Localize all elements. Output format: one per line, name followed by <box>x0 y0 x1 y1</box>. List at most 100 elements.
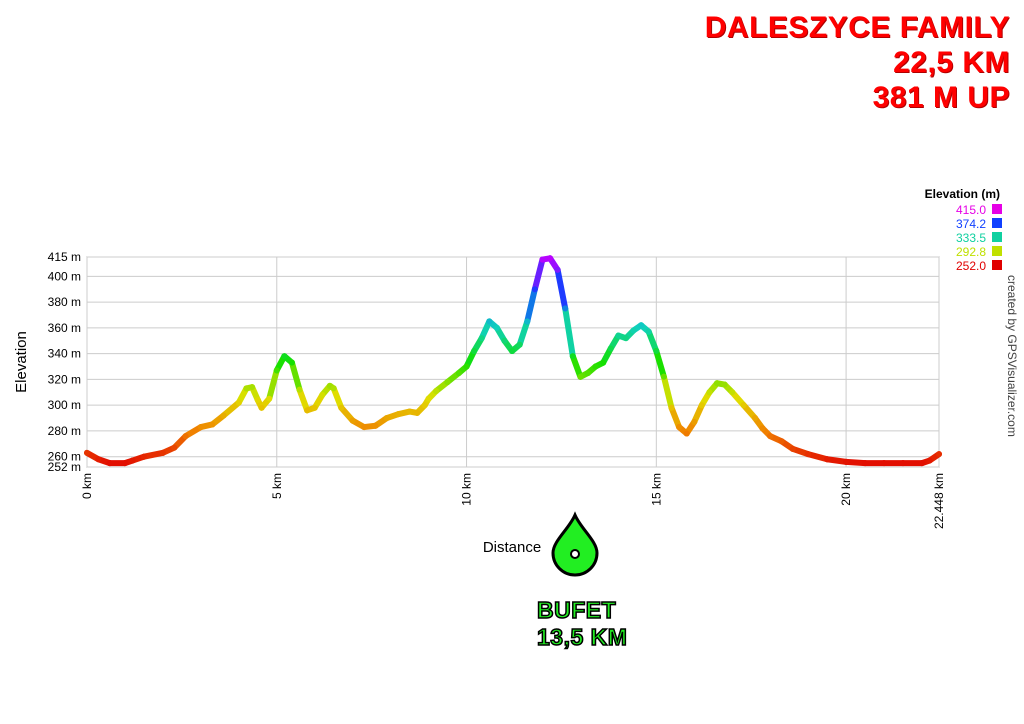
elevation-point <box>638 322 645 329</box>
elevation-point <box>622 335 629 342</box>
elevation-point <box>455 369 462 376</box>
elevation-point <box>721 381 728 388</box>
legend-title: Elevation (m) <box>925 187 1000 201</box>
elevation-point <box>592 363 599 370</box>
elevation-segment <box>562 305 576 360</box>
elevation-point <box>554 266 561 273</box>
elevation-point <box>918 460 925 467</box>
elevation-point <box>698 402 705 409</box>
elevation-point <box>338 404 345 411</box>
elevation-point <box>516 341 523 348</box>
elevation-point <box>805 451 812 458</box>
elevation-point <box>372 422 379 429</box>
y-tick-label: 415 m <box>48 250 81 264</box>
elevation-point <box>243 385 250 392</box>
elevation-point <box>444 378 451 385</box>
y-axis-label: Elevation <box>13 331 30 393</box>
aid-station-distance: 13,5 KM <box>536 623 628 651</box>
y-tick-label: 252 m <box>48 460 81 474</box>
x-tick-label: 22.448 km <box>932 473 946 529</box>
elevation-point <box>281 353 288 360</box>
elevation-point <box>577 373 584 380</box>
elevation-point <box>645 328 652 335</box>
elevation-point <box>304 407 311 414</box>
elevation-point <box>121 460 128 467</box>
elevation-point <box>714 380 721 387</box>
elevation-point <box>486 318 493 325</box>
elevation-segment <box>660 373 675 411</box>
elevation-point <box>171 444 178 451</box>
elevation-point <box>414 409 421 416</box>
elevation-segment <box>296 386 311 414</box>
legend-swatch <box>992 260 1002 270</box>
y-tick-label: 300 m <box>48 398 81 412</box>
legend-entry-label: 252.0 <box>956 259 986 273</box>
elevation-segment <box>554 266 569 312</box>
elevation-point <box>767 433 774 440</box>
elevation-segment <box>824 456 850 465</box>
elevation-point <box>683 430 690 437</box>
elevation-point <box>266 395 273 402</box>
elevation-point <box>296 386 303 393</box>
elevation-point <box>182 433 189 440</box>
elevation-segment <box>805 451 831 463</box>
elevation-point <box>562 305 569 312</box>
elevation-point <box>584 369 591 376</box>
elevation-point <box>209 421 216 428</box>
elevation-point <box>254 397 261 404</box>
elevation-point <box>676 424 683 431</box>
elevation-point <box>881 460 888 467</box>
elevation-segment <box>140 449 166 460</box>
elevation-segment <box>843 458 869 467</box>
elevation-point <box>789 445 796 452</box>
elevation-segment <box>220 399 242 419</box>
legend-entry-label: 333.5 <box>956 231 986 245</box>
elevation-segment <box>531 256 546 293</box>
elevation-point <box>524 318 531 325</box>
elevation-segment <box>691 402 705 425</box>
elevation-point <box>729 389 736 396</box>
elevation-point <box>95 456 102 463</box>
y-tick-label: 360 m <box>48 321 81 335</box>
route-title-block: DALESZYCE FAMILY 22,5 KM 381 M UP <box>705 10 1010 115</box>
y-tick-label: 340 m <box>48 347 81 361</box>
y-tick-label: 380 m <box>48 295 81 309</box>
elevation-point <box>706 389 713 396</box>
y-tick-label: 280 m <box>48 424 81 438</box>
elevation-point <box>660 373 667 380</box>
elevation-point <box>197 424 204 431</box>
elevation-point <box>936 451 942 458</box>
elevation-point <box>258 404 265 411</box>
elevation-point <box>926 457 933 464</box>
water-drop-dot <box>570 549 580 559</box>
legend-swatch <box>992 232 1002 242</box>
legend-swatch <box>992 246 1002 256</box>
elevation-point <box>159 449 166 456</box>
elevation-point <box>493 324 500 331</box>
water-drop-icon <box>551 511 599 577</box>
x-tick-label: 0 km <box>80 473 94 499</box>
elevation-point <box>600 359 607 366</box>
elevation-point <box>478 335 485 342</box>
elevation-point <box>615 332 622 339</box>
elevation-point <box>531 286 538 293</box>
elevation-point <box>740 402 747 409</box>
elevation-point <box>759 425 766 432</box>
aid-station-label: BUFET 13,5 KM <box>536 596 628 651</box>
elevation-point <box>361 424 368 431</box>
legend-entry-label: 292.8 <box>956 245 986 259</box>
aid-station-name: BUFET <box>536 596 617 624</box>
elevation-point <box>501 337 508 344</box>
elevation-point <box>311 404 318 411</box>
elevation-segment <box>516 318 531 348</box>
x-tick-label: 10 km <box>460 473 474 506</box>
x-tick-label: 20 km <box>839 473 853 506</box>
elevation-point <box>319 391 326 398</box>
x-axis-label: Distance <box>483 539 541 556</box>
elevation-point <box>106 460 113 467</box>
elevation-point <box>653 348 660 355</box>
elevation-point <box>129 457 136 464</box>
route-distance: 22,5 KM <box>893 46 1010 79</box>
elevation-point <box>349 417 356 424</box>
elevation-point <box>751 415 758 422</box>
